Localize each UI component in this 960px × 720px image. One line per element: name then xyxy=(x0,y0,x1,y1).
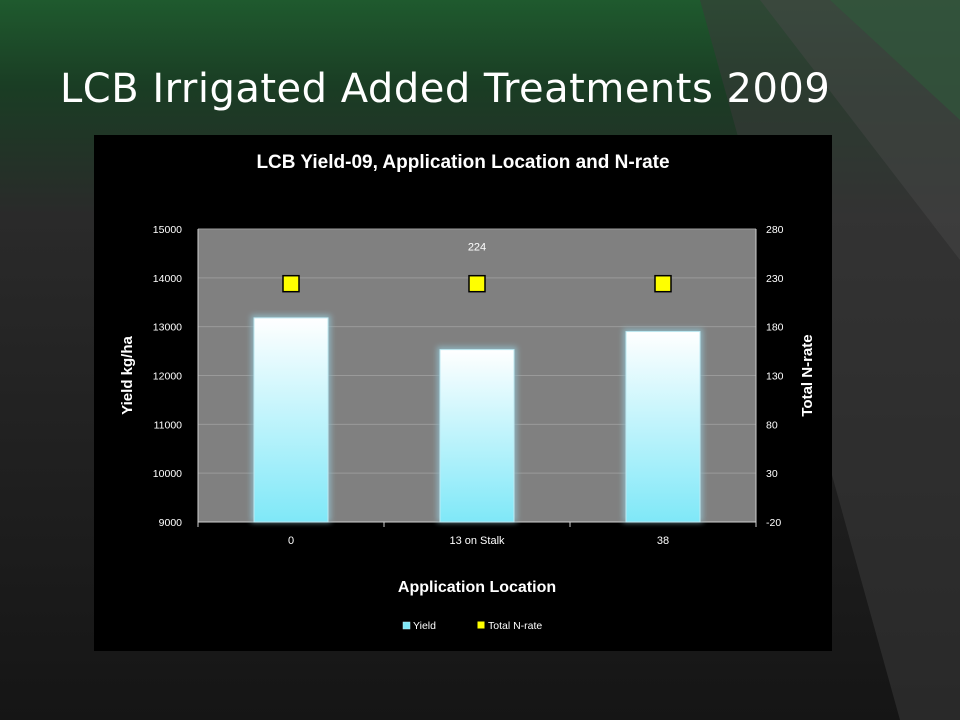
y-tick-label: 15000 xyxy=(153,224,182,236)
marker-total-n-rate xyxy=(654,274,672,293)
y2-tick-label: 180 xyxy=(766,322,784,334)
y-axis-title: Yield kg/ha xyxy=(119,336,136,415)
y2-tick-label: 280 xyxy=(766,224,784,236)
legend-swatch-yield xyxy=(402,621,411,630)
marker-total-n-rate xyxy=(282,274,300,293)
y-tick-label: 13000 xyxy=(153,322,182,334)
y2-tick-label: 230 xyxy=(766,273,784,285)
marker-total-n-rate xyxy=(468,274,486,293)
bar-yield xyxy=(439,349,515,523)
chart-container: LCB Yield-09, Application Location and N… xyxy=(94,135,832,651)
x-axis-title: Application Location xyxy=(398,579,556,596)
y-tick-label: 14000 xyxy=(153,273,182,285)
y2-tick-label: 30 xyxy=(766,468,778,480)
chart: LCB Yield-09, Application Location and N… xyxy=(119,152,816,632)
corner-bevel-edge xyxy=(830,0,960,120)
x-tick-label: 38 xyxy=(657,535,669,547)
data-label: 224 xyxy=(468,242,486,254)
y2-tick-label: 80 xyxy=(766,419,778,431)
x-tick-label: 13 on Stalk xyxy=(449,535,505,547)
legend-label-total-n-rate: Total N-rate xyxy=(488,620,542,632)
bar-yield xyxy=(625,331,701,523)
y-tick-label: 10000 xyxy=(153,468,182,480)
y2-tick-label: -20 xyxy=(766,517,781,529)
slide-title: LCB Irrigated Added Treatments 2009 xyxy=(60,66,831,112)
y-tick-label: 11000 xyxy=(154,419,183,431)
chart-title: LCB Yield-09, Application Location and N… xyxy=(256,152,669,173)
y-tick-label: 9000 xyxy=(159,517,183,529)
bar-yield xyxy=(253,317,329,523)
legend-label-yield: Yield xyxy=(413,620,436,632)
y2-axis-title: Total N-rate xyxy=(799,334,816,416)
y2-tick-label: 130 xyxy=(766,371,784,383)
x-tick-label: 0 xyxy=(288,535,294,547)
y-tick-label: 12000 xyxy=(153,371,182,383)
legend-swatch-total-n-rate xyxy=(476,620,486,630)
